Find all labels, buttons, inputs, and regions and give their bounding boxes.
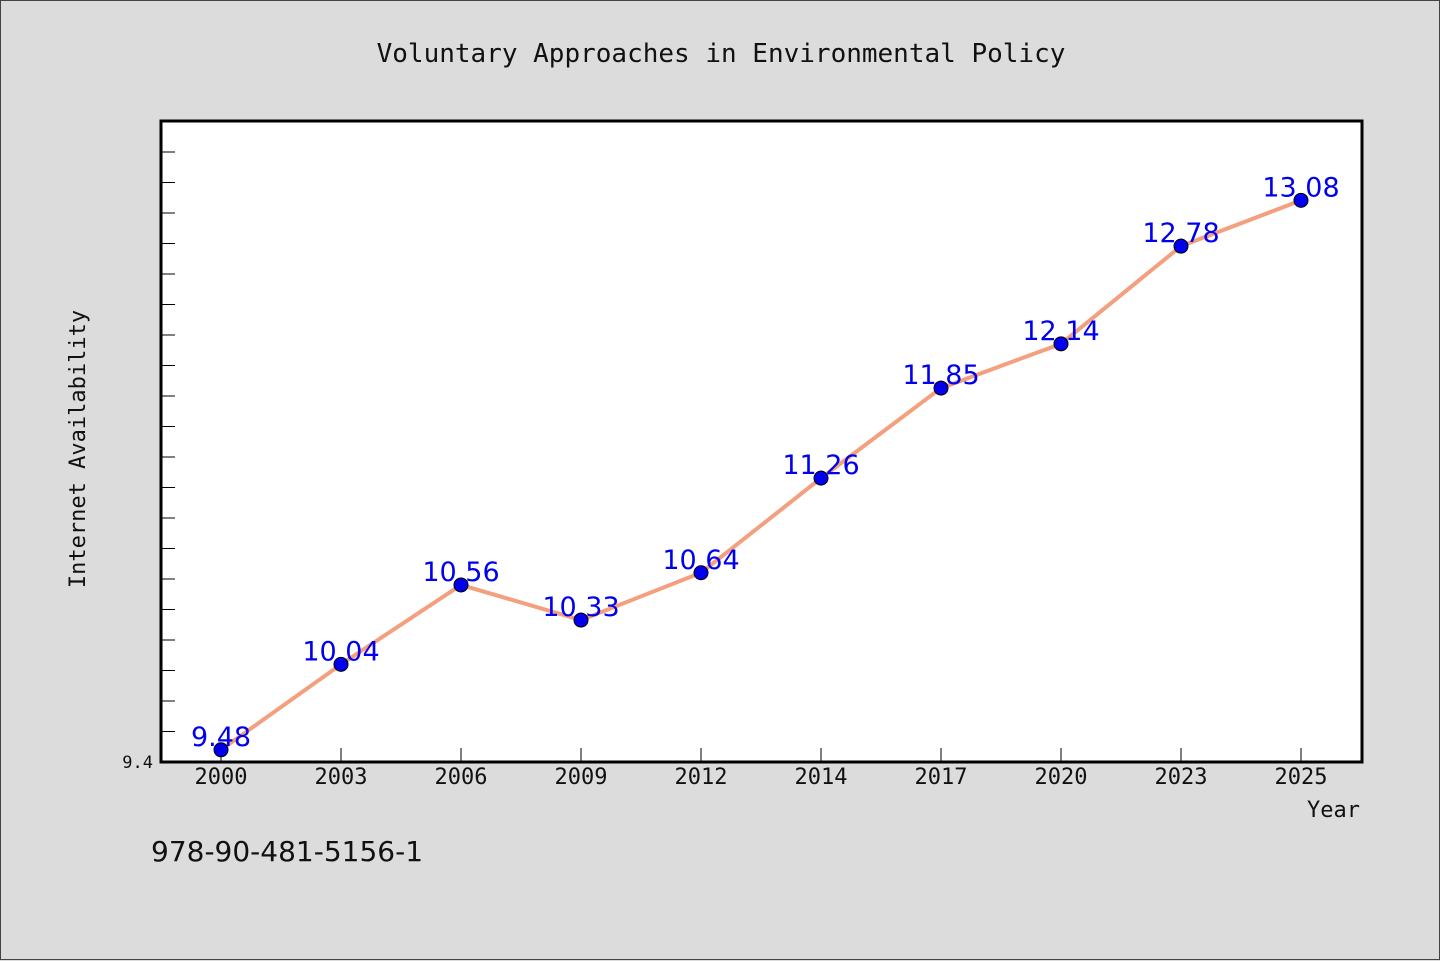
x-axis-ticks: 2000 2003 2006 2009 2012 2014 2017 2020 2023 2025 — [195, 748, 1328, 790]
x-tick-label: 2025 — [1275, 765, 1328, 790]
y-minor-ticks — [161, 151, 175, 732]
plot-area — [159, 119, 1364, 764]
x-tick-label: 2012 — [675, 765, 728, 790]
x-tick-label: 2003 — [315, 765, 368, 790]
data-point — [693, 565, 709, 581]
x-tick-label: 2020 — [1035, 765, 1088, 790]
data-point — [813, 470, 829, 486]
series-line — [219, 198, 1302, 752]
data-point — [1293, 192, 1309, 208]
x-tick-label: 2017 — [915, 765, 968, 790]
x-tick-label: 2006 — [435, 765, 488, 790]
data-point — [573, 612, 589, 628]
data-point — [1053, 336, 1069, 352]
data-point — [933, 380, 949, 396]
chart-title: Voluntary Approaches in Environmental Po… — [377, 39, 1066, 69]
data-point — [333, 656, 349, 672]
series-layer: 9.4810.0410.5610.3310.6411.2611.8512.141… — [191, 172, 1340, 758]
x-axis-label: Year — [1307, 798, 1360, 823]
data-point — [213, 742, 229, 758]
x-tick-label: 2000 — [195, 765, 248, 790]
data-point — [453, 577, 469, 593]
data-point — [1173, 238, 1189, 254]
y-tick-label: 9.4 — [122, 753, 153, 773]
y-axis-tick-labels: 9.4 — [122, 753, 153, 773]
y-axis-label: Internet Availability — [66, 310, 91, 588]
isbn-text: 978-90-481-5156-1 — [151, 835, 424, 868]
x-tick-label: 2014 — [795, 765, 848, 790]
x-tick-label: 2023 — [1155, 765, 1208, 790]
x-tick-label: 2009 — [555, 765, 608, 790]
